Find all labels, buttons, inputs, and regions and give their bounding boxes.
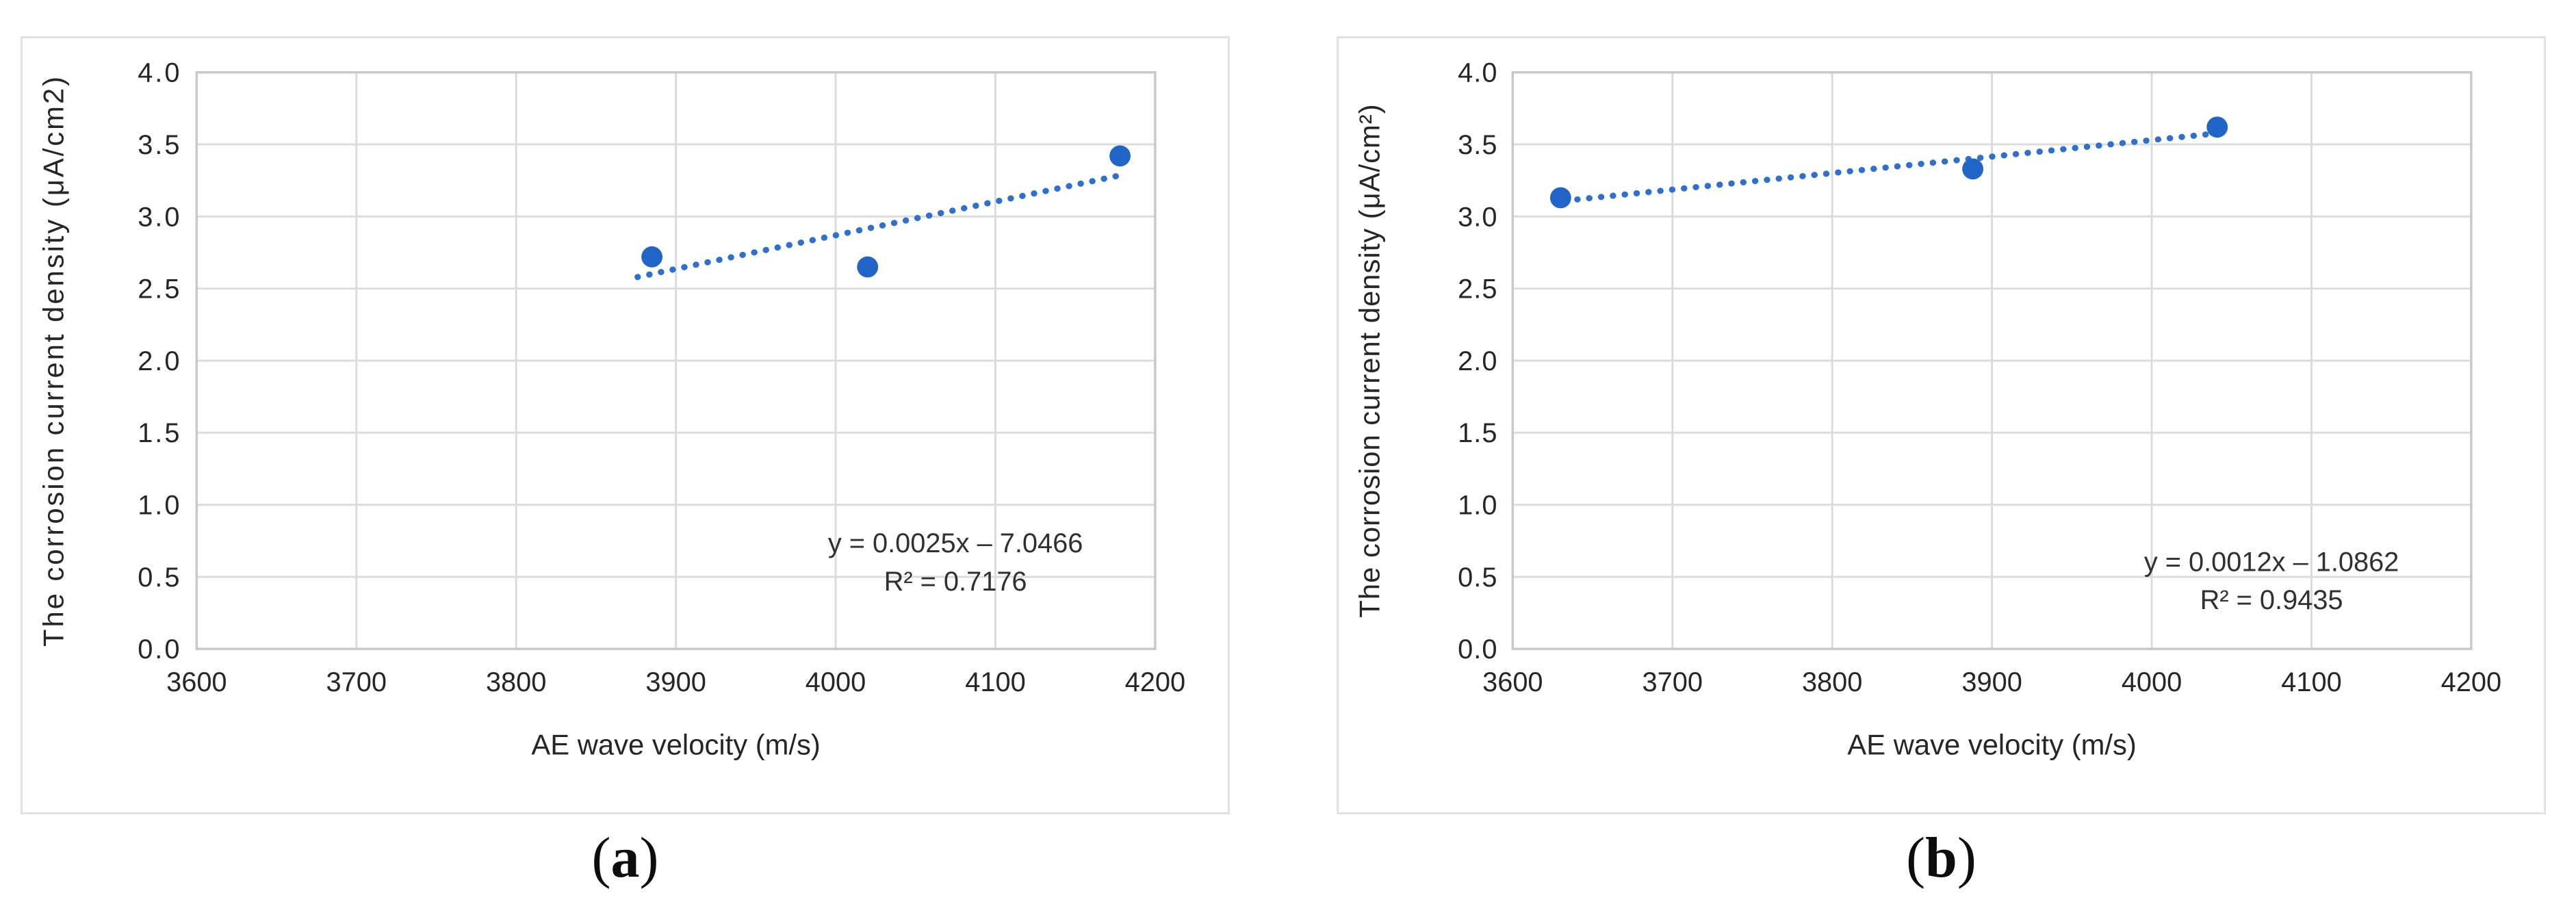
y-tick-label: 2.0 <box>138 346 181 376</box>
y-tick-label: 3.0 <box>138 202 181 232</box>
y-tick-label: 4.0 <box>1458 58 1497 88</box>
y-tick-label: 3.5 <box>1458 130 1497 160</box>
y-tick-label: 3.5 <box>138 130 181 160</box>
data-point <box>1549 187 1571 209</box>
x-tick-label: 3600 <box>166 667 227 697</box>
caption-a-close: ) <box>639 826 659 890</box>
x-tick-label: 3900 <box>645 667 706 697</box>
y-tick-label: 3.0 <box>1458 202 1497 232</box>
x-tick-label: 4100 <box>965 667 1025 697</box>
caption-b: (b) <box>1337 829 2546 887</box>
x-tick-label: 3600 <box>1482 667 1543 697</box>
y-tick-label: 2.5 <box>138 274 181 305</box>
r-squared-text: R² = 0.7176 <box>884 567 1027 597</box>
y-tick-label: 2.0 <box>1458 346 1497 376</box>
data-point <box>1109 145 1131 167</box>
data-point <box>641 246 663 268</box>
x-tick-label: 3800 <box>486 667 546 697</box>
caption-a-open: ( <box>591 826 611 890</box>
y-tick-label: 1.5 <box>138 418 181 448</box>
scatter-chart-a: 3600 3700 3800 3900 4000 4100 4200 0.0 0.5 1.0 1.5… <box>23 38 1228 812</box>
chart-svg: 3600 3700 3800 3900 4000 4100 4200 0.0 0.5 1.0 1.5… <box>37 58 1185 761</box>
y-tick-label: 0.0 <box>1458 634 1497 664</box>
y-tick-label: 0.5 <box>138 563 181 593</box>
x-tick-label: 4100 <box>2281 667 2341 697</box>
y-tick-label: 4.0 <box>138 58 181 88</box>
y-tick-label: 1.0 <box>1458 491 1497 521</box>
x-tick-label: 4000 <box>806 667 866 697</box>
scatter-chart-b: 3600 3700 3800 3900 4000 4100 4200 0.0 0.5 1.0 1.5… <box>1339 38 2544 812</box>
data-point <box>857 256 879 278</box>
x-tick-label: 3800 <box>1802 667 1862 697</box>
x-axis-title: AE wave velocity (m/s) <box>531 728 820 760</box>
y-tick-label: 1.5 <box>1458 418 1497 448</box>
y-tick-label: 1.0 <box>138 491 181 521</box>
panel-a: 3600 3700 3800 3900 4000 4100 4200 0.0 0.5 1.0 1.5… <box>21 36 1230 814</box>
panel-b: 3600 3700 3800 3900 4000 4100 4200 0.0 0.5 1.0 1.5… <box>1337 36 2546 814</box>
trendline <box>1562 129 2232 204</box>
data-point <box>1962 158 1984 180</box>
caption-b-open: ( <box>1906 826 1926 890</box>
data-point <box>2206 116 2228 138</box>
y-axis-title: The corrosion current density (μA/cm2) <box>37 75 69 647</box>
chart-svg: 3600 3700 3800 3900 4000 4100 4200 0.0 0.5 1.0 1.5… <box>1353 58 2501 761</box>
trendline <box>634 171 1126 281</box>
x-tick-label: 3700 <box>1643 667 1703 697</box>
caption-b-close: ) <box>1957 826 1976 890</box>
r-squared-text: R² = 0.9435 <box>2200 585 2343 615</box>
caption-a-letter: a <box>610 826 640 890</box>
y-tick-label: 0.5 <box>1458 563 1497 593</box>
x-tick-label: 3700 <box>326 667 387 697</box>
equation-text: y = 0.0012x – 1.0862 <box>2144 547 2399 578</box>
equation-text: y = 0.0025x – 7.0466 <box>828 528 1083 558</box>
caption-b-letter: b <box>1925 826 1957 890</box>
x-tick-label: 4200 <box>1125 667 1185 697</box>
y-axis-title: The corrosion current density (μA/cm²) <box>1353 103 1385 617</box>
x-tick-label: 4000 <box>2122 667 2182 697</box>
caption-a: (a) <box>21 829 1230 887</box>
y-tick-label: 0.0 <box>138 634 181 664</box>
x-tick-label: 4200 <box>2441 667 2501 697</box>
plot-area-border <box>1511 70 2473 651</box>
plot-area-border <box>195 70 1157 651</box>
x-tick-label: 3900 <box>1961 667 2022 697</box>
x-axis-title: AE wave velocity (m/s) <box>1847 728 2136 760</box>
y-tick-label: 2.5 <box>1458 274 1497 305</box>
